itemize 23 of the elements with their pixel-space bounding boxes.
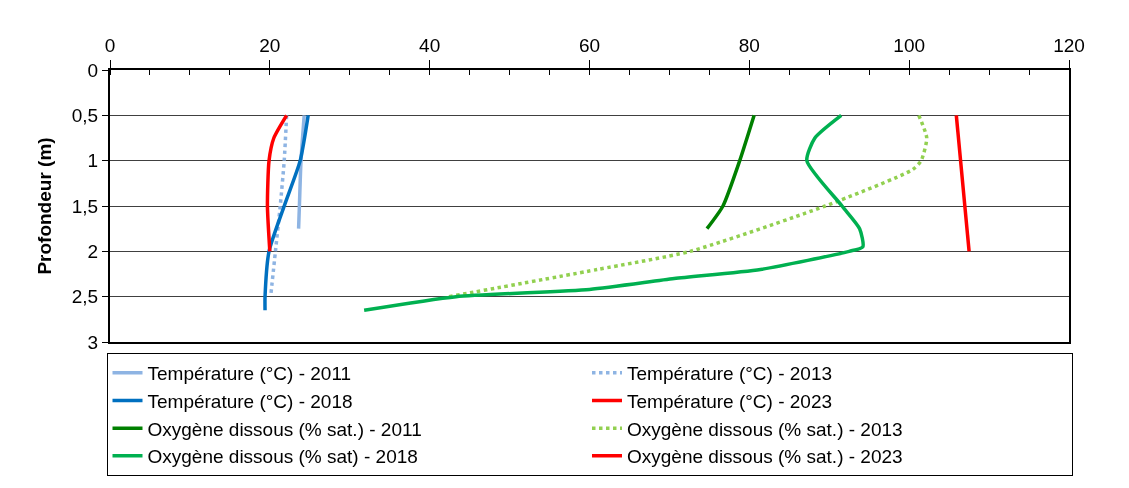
legend-label: Oxygène dissous (% sat.) - 2023 bbox=[627, 446, 903, 468]
y-tick-label: 2,5 bbox=[71, 286, 99, 308]
y-tick-label: 0 bbox=[87, 59, 99, 81]
legend-label: Température (°C) - 2023 bbox=[627, 390, 833, 412]
y-tick-label: 2 bbox=[87, 240, 99, 262]
x-tick-label: 100 bbox=[893, 35, 926, 57]
y-tick-label: 1,5 bbox=[71, 195, 99, 217]
y-tick-label: 1 bbox=[87, 150, 99, 172]
y-axis-title: Profondeur (m) bbox=[34, 137, 56, 275]
legend-label: Oxygène dissous (% sat) - 2018 bbox=[147, 446, 418, 468]
legend-label: Oxygène dissous (% sat.) - 2011 bbox=[147, 418, 422, 440]
y-tick-label: 3 bbox=[87, 331, 99, 353]
legend-label: Température (°C) - 2013 bbox=[627, 363, 833, 385]
legend-label: Température (°C) - 2018 bbox=[147, 390, 353, 412]
x-tick-label: 0 bbox=[104, 35, 116, 57]
x-tick-label: 80 bbox=[738, 35, 760, 57]
x-tick-label: 120 bbox=[1053, 35, 1085, 57]
x-tick-label: 60 bbox=[578, 35, 601, 57]
legend-label: Température (°C) - 2011 bbox=[147, 363, 352, 385]
legend-label: Oxygène dissous (% sat.) - 2013 bbox=[627, 418, 903, 440]
x-tick-label: 40 bbox=[419, 35, 441, 57]
x-tick-label: 20 bbox=[259, 35, 281, 57]
y-tick-label: 0,5 bbox=[71, 104, 99, 126]
